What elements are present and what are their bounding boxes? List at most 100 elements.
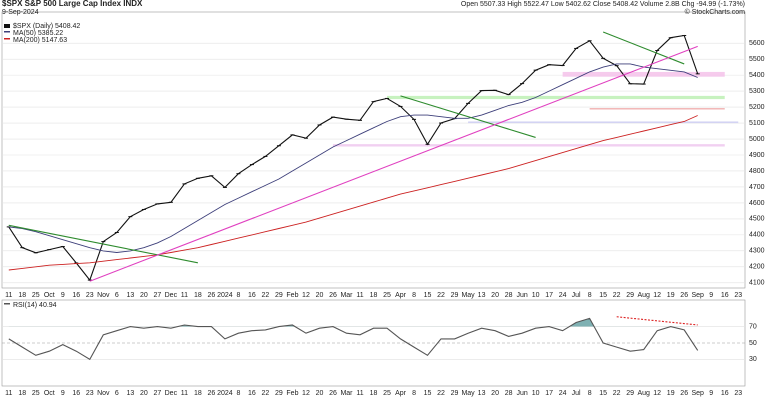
- x-tick-label: Jun: [516, 390, 527, 397]
- x-tick-label: 16: [72, 390, 80, 397]
- x-tick-label: Sep: [691, 390, 704, 397]
- x-tick-label: 25: [32, 292, 40, 299]
- x-tick-label: Mar: [340, 292, 353, 299]
- y-tick-label: 4400: [749, 232, 765, 239]
- x-tick-label: Feb: [286, 390, 298, 397]
- x-tick-label: Dec: [165, 390, 178, 397]
- x-tick-label: 29: [451, 292, 459, 299]
- legend-swatch: [4, 38, 10, 40]
- trendline: [616, 316, 698, 326]
- legend-swatch: [4, 24, 10, 28]
- x-tick-label: Mar: [340, 390, 353, 397]
- x-tick-label: 26: [329, 390, 337, 397]
- x-tick-label: 12: [302, 390, 310, 397]
- x-tick-label: Dec: [165, 292, 178, 299]
- x-tick-label: 11: [181, 292, 188, 299]
- x-tick-label: 11: [356, 390, 363, 397]
- series-line: [8, 34, 699, 282]
- y-tick-label: 4300: [749, 248, 765, 255]
- x-tick-label: 25: [383, 292, 391, 299]
- x-tick-label: Feb: [286, 292, 298, 299]
- x-tick-label: 29: [275, 390, 283, 397]
- x-tick-label: 26: [680, 390, 688, 397]
- x-tick-label: 2024: [217, 390, 233, 397]
- x-tick-label: May: [461, 390, 475, 397]
- x-tick-label: 20: [140, 292, 148, 299]
- x-tick-label: Aug: [637, 390, 650, 397]
- x-tick-label: 8: [412, 390, 416, 397]
- x-tick-label: 13: [126, 390, 134, 397]
- x-tick-label: May: [461, 292, 475, 299]
- x-tick-label: 18: [18, 292, 26, 299]
- x-tick-label: Apr: [395, 292, 407, 299]
- x-tick-label: 23: [734, 390, 742, 397]
- series-line: [8, 63, 698, 253]
- x-tick-label: 22: [613, 390, 621, 397]
- legend-swatch: [4, 31, 10, 33]
- x-tick-label: Nov: [97, 390, 110, 397]
- x-tick-label: 26: [329, 292, 337, 299]
- legend-swatch: [4, 303, 10, 305]
- x-tick-label: 19: [667, 390, 675, 397]
- x-tick-label: 20: [316, 390, 324, 397]
- series-line: [8, 115, 698, 271]
- x-tick-label: 15: [599, 390, 607, 397]
- x-tick-label: 25: [32, 390, 40, 397]
- y-tick-label: 5300: [749, 88, 765, 95]
- x-tick-label: 9: [61, 292, 65, 299]
- x-tick-label: 29: [626, 390, 634, 397]
- x-tick-label: 8: [236, 390, 240, 397]
- y-tick-label: 50: [749, 340, 757, 347]
- x-tick-label: 12: [653, 292, 661, 299]
- chart-title: $SPX S&P 500 Large Cap Index INDX: [2, 0, 143, 8]
- x-tick-label: Apr: [395, 390, 407, 397]
- series-line: [8, 317, 699, 361]
- x-tick-label: 18: [370, 292, 378, 299]
- x-tick-label: 12: [653, 390, 661, 397]
- x-tick-label: 16: [248, 390, 256, 397]
- zone: [589, 108, 725, 110]
- x-tick-label: 19: [667, 292, 675, 299]
- chart-date: 9-Sep-2024: [2, 9, 39, 16]
- x-tick-label: 8: [588, 390, 592, 397]
- x-tick-label: Oct: [44, 292, 55, 299]
- x-tick-label: 8: [412, 292, 416, 299]
- x-tick-label: 20: [491, 390, 499, 397]
- y-tick-label: 5500: [749, 56, 765, 63]
- trendline: [89, 45, 698, 282]
- zone: [468, 121, 739, 124]
- x-tick-label: 16: [248, 292, 256, 299]
- x-tick-label: 11: [5, 292, 12, 299]
- legend-label: RSI(14) 40.94: [13, 302, 57, 309]
- x-tick-label: 26: [207, 292, 215, 299]
- x-tick-label: 17: [545, 292, 553, 299]
- x-tick-label: 9: [61, 390, 65, 397]
- y-tick-label: 5000: [749, 136, 765, 143]
- x-tick-label: 17: [545, 390, 553, 397]
- x-tick-label: 9: [709, 390, 713, 397]
- price-panel: [1, 11, 746, 289]
- x-tick-label: 22: [262, 292, 270, 299]
- x-tick-label: 27: [153, 292, 161, 299]
- x-tick-label: 11: [356, 292, 363, 299]
- x-tick-label: 20: [491, 292, 499, 299]
- x-tick-label: 10: [532, 292, 540, 299]
- zone: [332, 144, 725, 147]
- x-tick-label: Sep: [691, 292, 704, 299]
- x-tick-label: 13: [478, 292, 486, 299]
- y-tick-label: 4900: [749, 152, 765, 159]
- x-tick-label: 23: [86, 390, 94, 397]
- x-tick-label: Jul: [572, 390, 581, 397]
- x-tick-label: 6: [115, 292, 119, 299]
- x-tick-label: 6: [115, 390, 119, 397]
- y-tick-label: 4800: [749, 168, 765, 175]
- x-tick-label: 29: [626, 292, 634, 299]
- x-tick-label: 16: [721, 390, 729, 397]
- x-tick-label: 16: [72, 292, 80, 299]
- x-tick-label: 16: [721, 292, 729, 299]
- x-tick-label: 24: [559, 390, 567, 397]
- y-tick-label: 30: [749, 356, 757, 363]
- x-tick-label: 11: [181, 390, 188, 397]
- x-tick-label: 2024: [217, 292, 233, 299]
